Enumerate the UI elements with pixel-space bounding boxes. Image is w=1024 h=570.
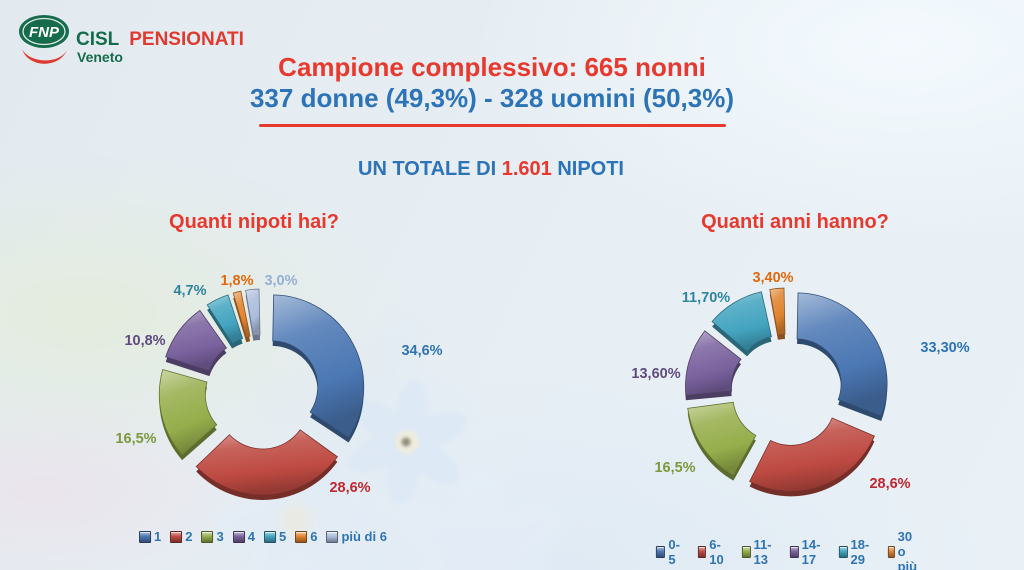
- donut-slice: [158, 369, 218, 456]
- legend-swatch: [655, 545, 666, 558]
- slice-percent-label: 33,30%: [920, 340, 969, 356]
- fnp-cisl-logo: FNP CISL PENSIONATI Veneto: [19, 15, 244, 65]
- total-number: 1.601: [501, 158, 552, 180]
- total-nipoti-line: UN TOTALE DI 1.601 NIPOTI: [358, 158, 624, 181]
- legend-label: 6: [310, 529, 318, 544]
- legend-swatch: [201, 530, 214, 543]
- legend-item: 14-17: [790, 537, 824, 567]
- legend-label: 3: [216, 529, 224, 544]
- legend-label: 0-5: [668, 536, 680, 567]
- slice-percent-label: 16,5%: [115, 431, 156, 447]
- legend-item: 3: [201, 529, 224, 544]
- donut-slice: [272, 294, 365, 439]
- legend-swatch: [326, 530, 339, 543]
- donut-slice: [685, 330, 742, 396]
- legend-left: 1 2 3 4 5 6 più di 6: [139, 529, 387, 544]
- header-divider: [259, 124, 726, 127]
- legend-label: 30 o più: [897, 529, 918, 570]
- legend-swatch: [170, 530, 183, 543]
- legend-item: 0-5: [655, 536, 683, 567]
- legend-swatch: [838, 545, 848, 558]
- donut-slice: [687, 401, 757, 477]
- legend-item: 5: [263, 529, 287, 544]
- header-title-line2: 337 donne (49,3%) - 328 uomini (50,3%): [249, 83, 735, 113]
- slice-percent-label: 16,5%: [654, 460, 695, 476]
- legend-item: 6: [295, 529, 317, 544]
- slice-percent-label: 1,8%: [220, 273, 253, 289]
- logo-crescent: [22, 49, 67, 64]
- legend-swatch: [697, 545, 707, 558]
- legend-item: 6-10: [697, 537, 726, 567]
- slice-percent-label: 28,6%: [329, 480, 370, 496]
- logo-fnp-text: FNP: [29, 24, 60, 41]
- donut-slice: [232, 290, 251, 338]
- logo-ellipse: [19, 15, 69, 48]
- legend-label: 4: [247, 529, 255, 544]
- legend-swatch: [139, 530, 152, 543]
- chart-title-right: Quanti anni hanno?: [701, 211, 889, 233]
- legend-item: 18-29: [838, 536, 873, 567]
- donut-slice: [749, 417, 875, 492]
- legend-item: 1: [139, 529, 161, 544]
- donut-slice: [206, 294, 244, 345]
- legend-item: 2: [170, 529, 193, 544]
- logo-pensionati-text: PENSIONATI: [129, 29, 244, 50]
- legend-item: 4: [232, 529, 255, 544]
- legend-right: 0-5 6-10 11-13 14-17 18-29 30 o più: [655, 529, 923, 570]
- donut-slice: [796, 292, 888, 417]
- legend-item: 11-13: [741, 536, 775, 567]
- legend-label: 1: [154, 529, 162, 544]
- slice-percent-label: 3,40%: [752, 270, 793, 286]
- slice-percent-label: 28,6%: [869, 476, 910, 492]
- donut-slice: [769, 287, 786, 336]
- legend-label: 5: [278, 529, 287, 544]
- svg-text:CISL PENSIONATI: CISL PENSIONATI: [76, 29, 244, 50]
- legend-swatch: [295, 530, 308, 543]
- legend-item: più di 6: [326, 529, 387, 544]
- slice-percent-label: 3,0%: [264, 273, 297, 289]
- donut-slice: [245, 288, 261, 337]
- legend-swatch: [263, 530, 276, 543]
- legend-item: 30 o più: [887, 529, 923, 570]
- legend-label: 2: [185, 529, 193, 544]
- legend-swatch: [741, 545, 751, 558]
- donut-slice: [711, 291, 772, 352]
- chart-title-left: Quanti nipoti hai?: [169, 211, 339, 233]
- slice-percent-label: 13,60%: [631, 366, 680, 382]
- legend-label: 14-17: [801, 536, 821, 567]
- total-suffix: NIPOTI: [551, 158, 624, 180]
- slice-percent-label: 34,6%: [401, 343, 442, 359]
- legend-label: 6-10: [709, 536, 724, 567]
- legend-swatch: [232, 530, 245, 543]
- legend-label: 11-13: [753, 536, 772, 567]
- header-title-line1: Campione complessivo: 665 nonni: [278, 52, 706, 82]
- total-prefix: UN TOTALE DI: [358, 158, 502, 180]
- legend-label: più di 6: [341, 529, 387, 544]
- slice-percent-label: 10,8%: [124, 333, 165, 349]
- legend-swatch: [887, 545, 895, 558]
- legend-swatch: [790, 545, 799, 558]
- donut-slice: [165, 309, 228, 372]
- logo-cisl-text: CISL: [76, 29, 120, 50]
- logo-veneto-text: Veneto: [77, 49, 123, 65]
- slice-percent-label: 11,70%: [682, 290, 730, 306]
- legend-label: 18-29: [850, 536, 870, 567]
- slice-percent-label: 4,7%: [173, 283, 206, 299]
